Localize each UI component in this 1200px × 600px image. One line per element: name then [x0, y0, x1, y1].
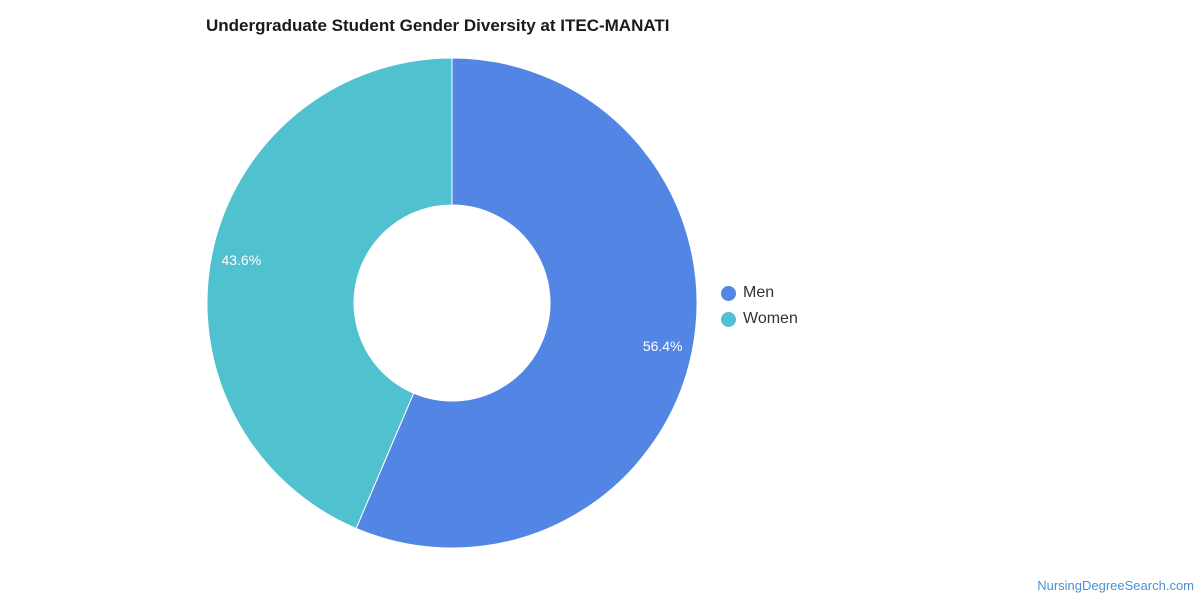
donut-slice-women[interactable] [206, 57, 453, 530]
chart-title: Undergraduate Student Gender Diversity a… [206, 16, 670, 35]
legend-item-women[interactable]: Women [721, 306, 798, 332]
legend-swatch-women [721, 311, 736, 327]
donut-slice-men[interactable] [355, 57, 698, 549]
legend-item-men[interactable]: Men [721, 280, 798, 306]
legend-label-women: Women [743, 310, 798, 327]
legend-label-men: Men [743, 284, 775, 301]
legend: Men Women [721, 280, 798, 332]
watermark-link[interactable]: NursingDegreeSearch.com [1037, 578, 1194, 593]
slice-label-men: 56.4% [643, 338, 683, 354]
slice-label-women: 43.6% [221, 252, 261, 268]
legend-swatch-men [721, 285, 736, 301]
